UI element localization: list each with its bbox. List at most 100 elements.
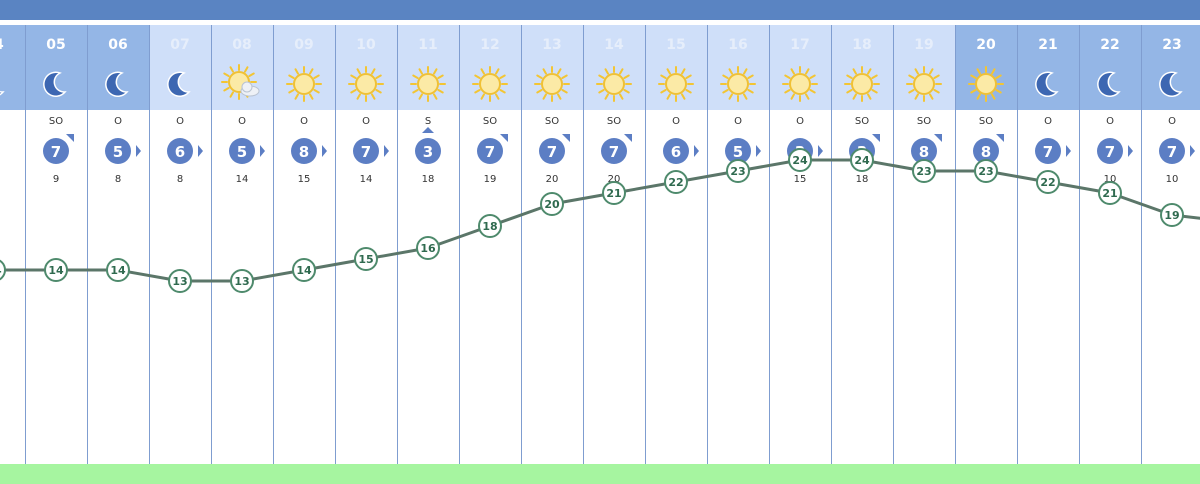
temperature-label: 14 (110, 264, 126, 277)
temperature-point (664, 170, 688, 194)
sun-ray (598, 89, 605, 94)
wind-speed: 7 (609, 143, 619, 161)
sun-ray (933, 74, 940, 79)
temperature-point (0, 259, 6, 281)
sun-ray (542, 68, 547, 75)
hour-label: 11 (418, 37, 437, 53)
hour-label: 23 (1162, 37, 1181, 53)
wind-gust: 15 (794, 174, 807, 185)
sun-ray (356, 68, 361, 75)
hour-label: 05 (46, 37, 65, 53)
temperature-label: 22 (668, 176, 683, 189)
sun-ray (350, 74, 357, 79)
sun-ray (747, 89, 754, 94)
sun-ray (747, 74, 754, 79)
temperature-label: 20 (544, 198, 560, 211)
moon-icon (1035, 71, 1059, 97)
sun-ray (437, 74, 444, 79)
moon-icon (105, 71, 129, 97)
sun-ray (867, 68, 872, 75)
cloud-shape (241, 81, 253, 93)
sun-icon (286, 66, 322, 102)
sun-ray (929, 68, 934, 75)
sun-disc (913, 73, 935, 95)
temperature-point (230, 269, 254, 293)
sun-ray (375, 74, 382, 79)
wind-gust: 10 (1104, 174, 1117, 185)
sun-disc (789, 73, 811, 95)
temperature-point (44, 258, 68, 282)
sun-ray (685, 89, 692, 94)
sun-ray (933, 89, 940, 94)
temperature-label: 13 (172, 275, 187, 288)
wind-direction: O (1168, 116, 1176, 127)
temperature-label: 14 (0, 264, 2, 277)
wind-direction: O (1044, 116, 1052, 127)
temperature-label: 15 (358, 253, 373, 266)
sun-icon (348, 66, 384, 102)
moon-icon (0, 90, 5, 96)
sun-disc (479, 73, 501, 95)
wind-arrow-icon (996, 134, 1004, 142)
wind-direction: O (796, 116, 804, 127)
sun-ray (784, 89, 791, 94)
temperature-point (416, 236, 440, 260)
wind-speed-circle (229, 138, 255, 164)
sun-ray (294, 93, 299, 100)
wind-arrow-icon (198, 145, 203, 157)
temperature-point (540, 192, 564, 216)
wind-arrow-icon (562, 134, 570, 142)
hour-label: 16 (728, 37, 747, 53)
wind-arrow-icon (136, 145, 141, 157)
temperature-point (292, 258, 316, 282)
sun-ray (350, 89, 357, 94)
wind-direction: O (300, 116, 308, 127)
sun-ray (557, 93, 562, 100)
sun-ray (619, 68, 624, 75)
temperature-label: 21 (606, 187, 621, 200)
wind-speed: 6 (175, 143, 185, 161)
wind-speed-circle (601, 138, 627, 164)
moon-shape (1035, 71, 1059, 97)
temperature-point (788, 148, 812, 172)
sun-ray (867, 93, 872, 100)
temperature-label: 16 (420, 242, 436, 255)
sun-ray (809, 89, 816, 94)
sun-icon (658, 66, 694, 102)
sun-ray (437, 89, 444, 94)
temperature-point (912, 159, 936, 183)
sun-ray (433, 68, 438, 75)
wind-speed: 7 (485, 143, 495, 161)
temperature-label: 23 (978, 165, 993, 178)
hour-label: 22 (1100, 37, 1119, 53)
moon-icon (43, 71, 67, 97)
sun-ray (995, 89, 1002, 94)
wind-speed: 5 (733, 143, 743, 161)
temperature-point (354, 247, 378, 271)
sun-disc (293, 73, 315, 95)
temperature-point (1160, 203, 1184, 227)
wind-direction: SO (483, 116, 497, 127)
sun-ray (480, 68, 485, 75)
sun-icon (534, 66, 570, 102)
sun-icon (410, 66, 446, 102)
wind-direction: O (672, 116, 680, 127)
wind-arrow-icon (1190, 145, 1195, 157)
wind-speed-circle (1097, 138, 1123, 164)
temperature-point (974, 159, 998, 183)
sun-ray (499, 89, 506, 94)
sun-ray (743, 68, 748, 75)
temperature-point (726, 159, 750, 183)
wind-speed: 8 (981, 143, 991, 161)
wind-gust: 18 (422, 174, 435, 185)
wind-speed: 5 (113, 143, 123, 161)
wind-gust: 8 (115, 174, 121, 185)
wind-speed: 7 (51, 143, 61, 161)
hour-label: 21 (1038, 37, 1057, 53)
wind-speed-circle (477, 138, 503, 164)
sun-ray (288, 74, 295, 79)
wind-direction: O (238, 116, 246, 127)
sun-icon (906, 66, 942, 102)
top-bar (0, 0, 1200, 20)
sun-ray (604, 93, 609, 100)
